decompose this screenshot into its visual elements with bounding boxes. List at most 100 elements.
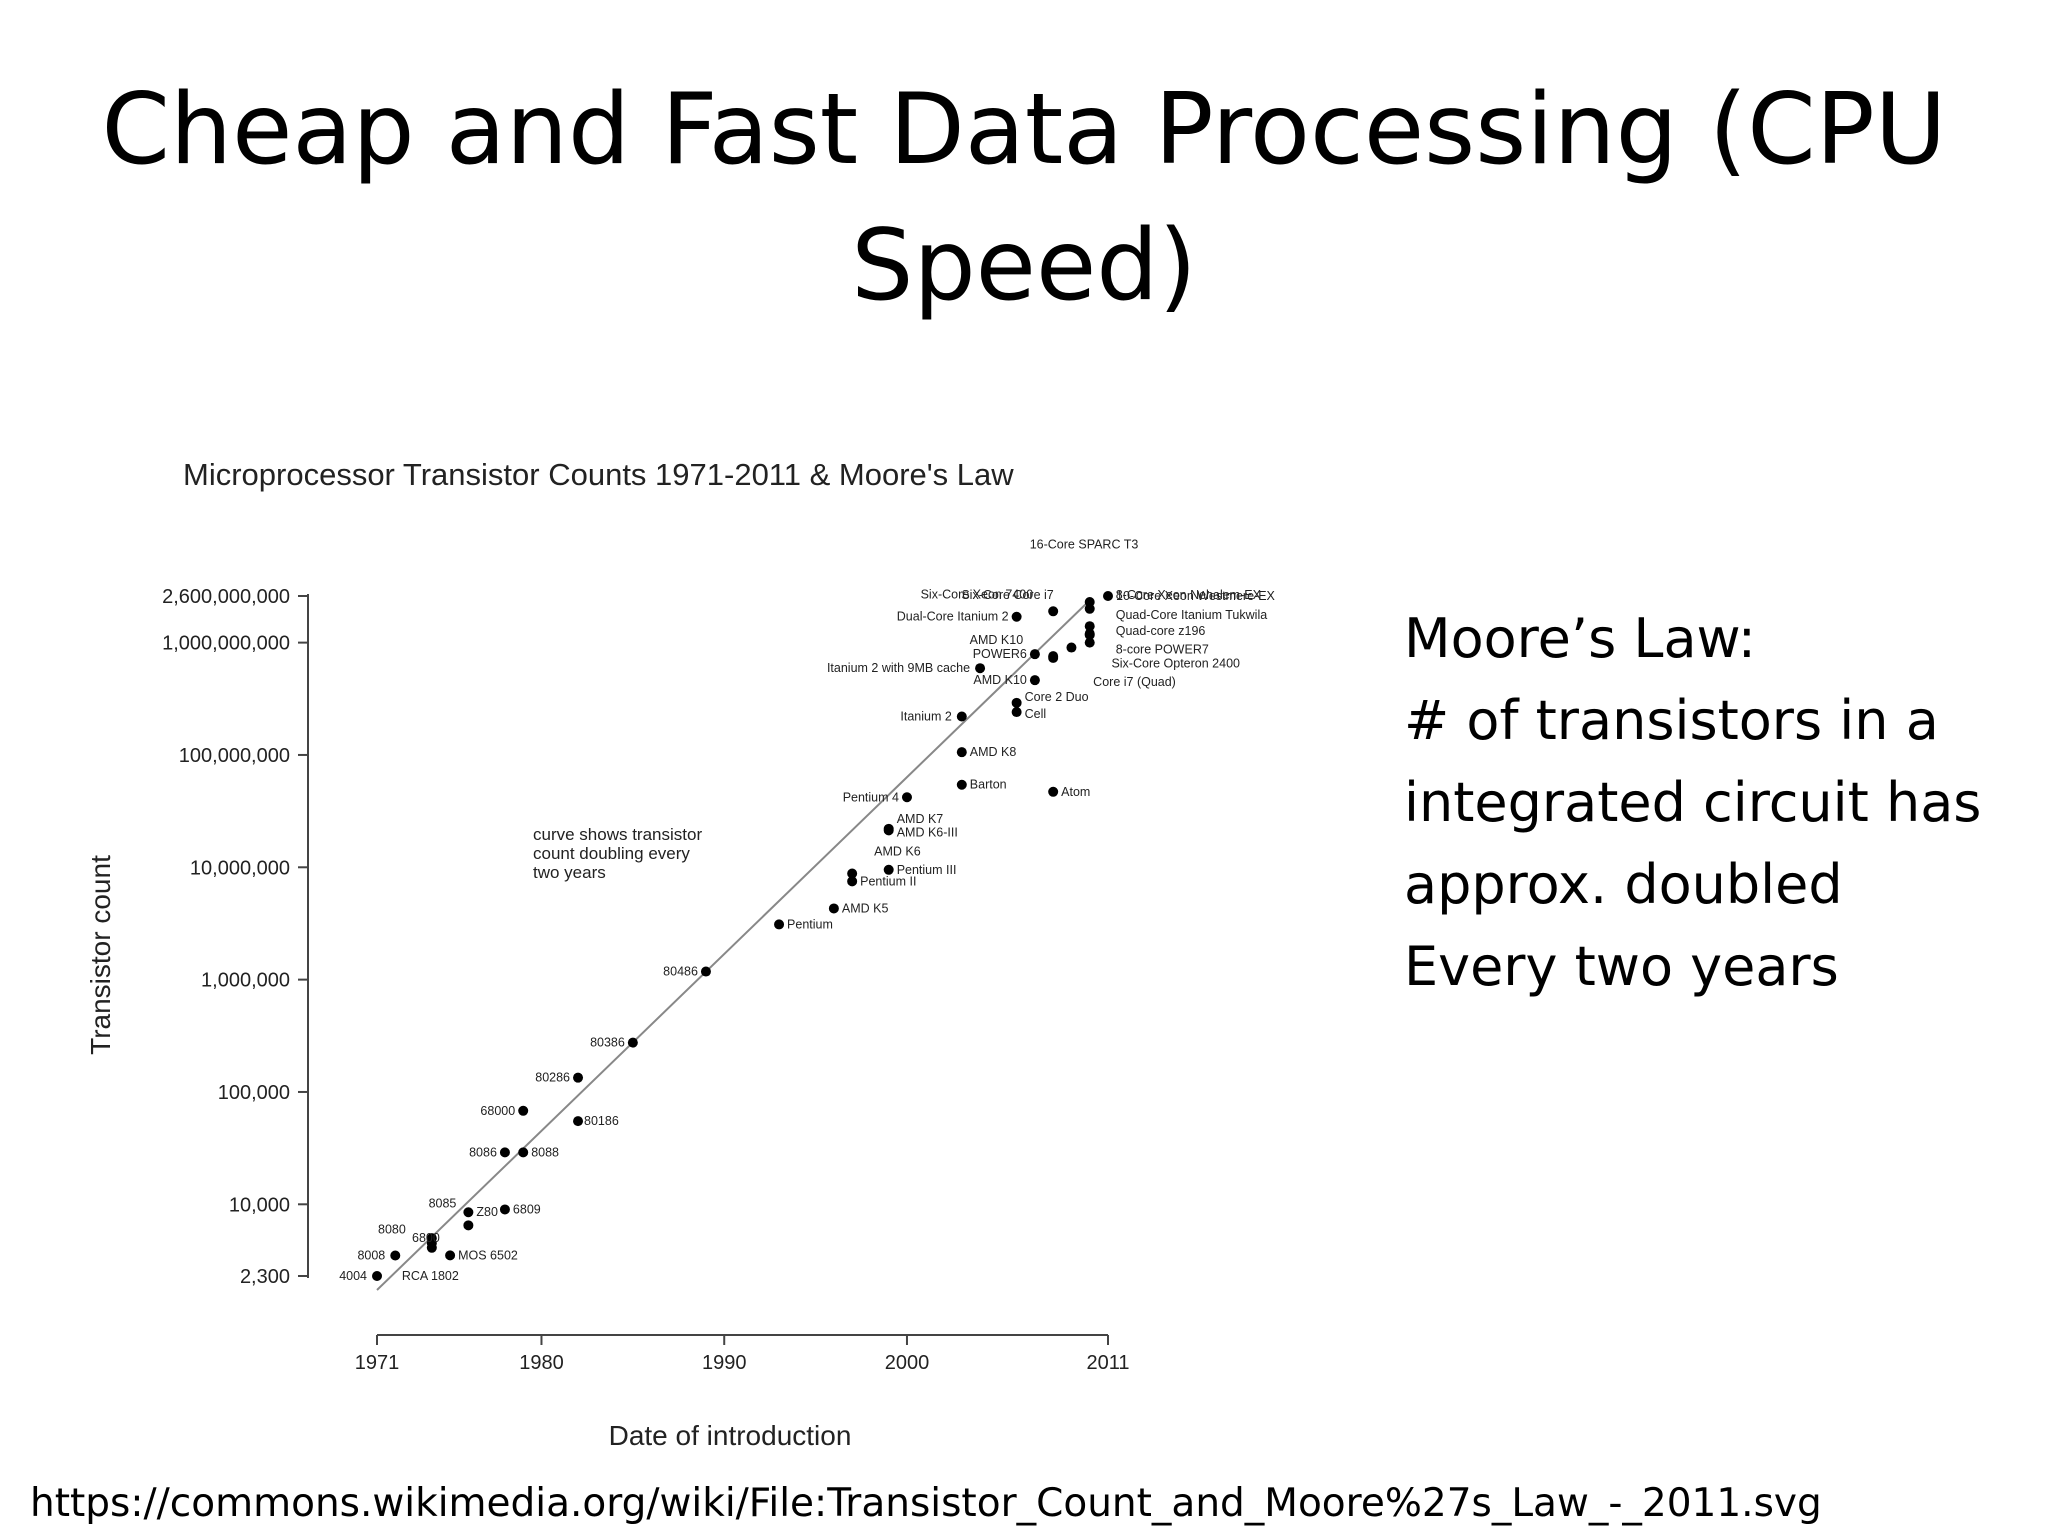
data-point-label: Cell [1025,707,1047,721]
data-point [1084,603,1095,614]
data-point-label: Pentium III [897,863,957,877]
data-point-label: AMD K6-III [897,825,958,839]
data-point-label: Atom [1061,785,1090,799]
x-tick-label: 1971 [355,1352,400,1374]
data-point-label: 8080 [378,1222,406,1236]
data-point-label: AMD K10 [973,673,1027,687]
data-point [1011,707,1022,718]
y-tick-label: 10,000 [229,1194,290,1216]
x-tick-label: 1990 [702,1352,747,1374]
data-point-label: POWER6 [973,647,1027,661]
data-point [1066,642,1077,653]
data-point [828,903,839,914]
side-line-3: integrated circuit has [1404,771,1982,834]
data-point [499,1204,510,1215]
y-tick-label: 100,000,000 [179,745,290,767]
y-tick-label: 2,600,000,000 [162,586,290,608]
trend-annotation-line: two years [533,863,606,882]
data-point-label: Z80 [476,1205,498,1219]
source-link[interactable]: https://commons.wikimedia.org/wiki/File:… [30,1481,1822,1526]
data-point-label: Six-Core Opteron 2400 [1111,657,1240,671]
data-point [390,1250,401,1261]
data-point [372,1271,382,1281]
data-point-label: RCA 1802 [402,1269,459,1283]
data-point [883,864,894,875]
y-axis-label: Transistor count [85,855,116,1055]
slide-title-line-1: Cheap and Fast Data Processing (CPU [101,73,1947,187]
slide-title-line-2: Speed) [851,209,1197,323]
data-point [1048,786,1059,797]
side-line-1: Moore’s Law: [1404,607,1756,670]
y-tick-label: 1,000,000 [201,970,290,992]
data-point-label: AMD K10 [970,633,1024,647]
data-point [1084,637,1095,648]
data-point [1048,651,1059,662]
data-point [901,792,912,803]
x-tick-label: 1980 [519,1352,564,1374]
moores-law-description: Moore’s Law: # of transistors in a integ… [1404,598,2044,1008]
data-point [1029,675,1040,686]
data-point [700,966,711,977]
data-point-label: 16-Core SPARC T3 [1030,538,1139,552]
y-tick-label: 1,000,000,000 [162,633,290,655]
trend-annotation-line: curve shows transistor [533,825,702,844]
data-point [1084,629,1095,640]
data-point-label: AMD K6 [874,845,921,859]
data-point-label: AMD K8 [970,745,1017,759]
data-point-label: Six-Core Xeon 7400 [921,587,1034,601]
data-point [956,747,967,758]
data-point-label: 80186 [584,1114,619,1128]
data-point-label: Dual-Core Itanium 2 [897,610,1009,624]
data-point-label: 10-Core Xeon Westmere-EX [1116,589,1276,603]
data-point-label: 80486 [663,965,698,979]
data-point-label: Itanium 2 with 9MB cache [827,661,970,675]
data-point [573,1116,584,1127]
data-point-label: Quad-core z196 [1116,624,1206,638]
data-point-label: Pentium II [860,874,916,888]
data-point [518,1147,529,1158]
data-point-label: 6800 [412,1231,440,1245]
data-point [426,1242,437,1253]
data-point-label: 8-Core Xeon Nehalem-EX [1116,588,1262,602]
data-point [1103,591,1113,601]
data-point-label: 6809 [513,1202,541,1216]
x-axis-label: Date of introduction [609,1420,852,1451]
side-line-5: Every two years [1404,935,1839,998]
chart-title: Microprocessor Transistor Counts 1971-20… [183,457,1014,492]
data-point [518,1105,529,1116]
y-tick-label: 10,000,000 [190,857,290,879]
y-tick-label: 2,300 [240,1266,290,1288]
x-tick-label: 2000 [885,1352,930,1374]
data-point-label: 80286 [535,1071,570,1085]
data-point [774,919,785,930]
data-point [463,1207,474,1218]
data-point-label: 4004 [339,1269,367,1283]
slide-title: Cheap and Fast Data Processing (CPU Spee… [0,62,2048,334]
data-point-label: Pentium 4 [843,790,899,804]
data-point [627,1037,638,1048]
data-point-label: 8088 [531,1145,559,1159]
data-point-label: AMD K7 [897,812,944,826]
data-point-label: Pentium [787,917,833,931]
side-line-2: # of transistors in a [1404,689,1939,752]
data-point [956,711,967,722]
transistor-count-chart: Microprocessor Transistor Counts 1971-20… [85,457,1276,1451]
data-point [883,823,894,834]
data-point-label: AMD K5 [842,901,889,915]
data-point-label: Six-Core Core i7 [961,588,1053,602]
data-point [847,876,858,887]
data-point-label: 80386 [590,1036,625,1050]
data-point-label: Itanium 2 [900,709,951,723]
data-point [1029,649,1040,660]
data-point [847,868,858,879]
data-point-label: MOS 6502 [458,1248,518,1262]
x-tick-label: 2011 [1086,1352,1129,1374]
y-tick-label: 100,000 [218,1082,290,1104]
data-point-label: 8086 [469,1145,497,1159]
data-point [463,1220,474,1231]
data-point [445,1250,456,1261]
data-point-label: Quad-Core Itanium Tukwila [1116,608,1268,622]
moores-law-trend-line [376,601,1089,1291]
trend-annotation-line: count doubling every [533,844,690,863]
data-point-label: 68000 [480,1104,515,1118]
